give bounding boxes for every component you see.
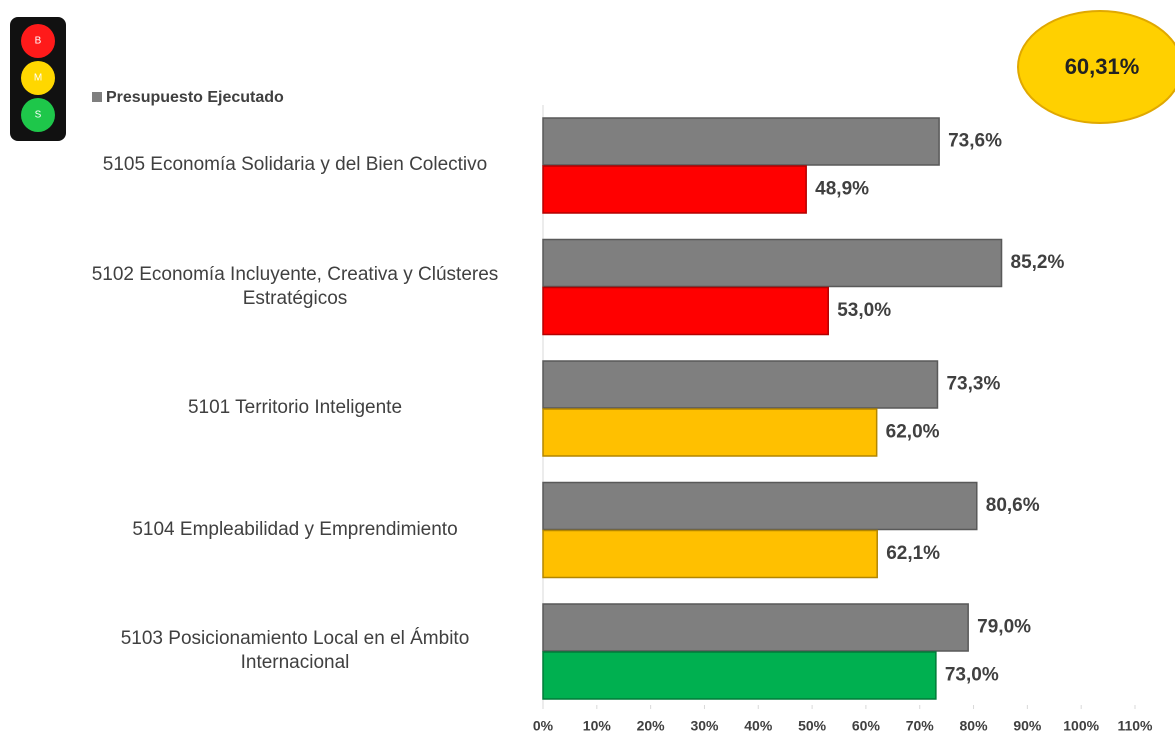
legend-label: Presupuesto Ejecutado bbox=[106, 89, 284, 106]
light-red bbox=[21, 24, 55, 58]
badge bbox=[1017, 10, 1175, 124]
x-tick-label: 110% bbox=[1117, 718, 1153, 734]
bar bbox=[542, 603, 969, 652]
value-label: 73,3% bbox=[946, 374, 1000, 395]
x-tick-label: 100% bbox=[1063, 718, 1099, 734]
y-tick-label: 5104 Empleabilidad y Emprendimiento bbox=[132, 518, 458, 540]
y-tick-label: 5103 Posicionamiento Local en el Ámbito … bbox=[120, 628, 470, 673]
y-tick-label: 5102 Economía Incluyente, Creativa y Clú… bbox=[91, 263, 499, 309]
y-tick-label: 5105 Economía Solidaria y del Bien Colec… bbox=[102, 154, 488, 175]
bar bbox=[542, 117, 940, 166]
x-tick-label: 10% bbox=[583, 718, 612, 734]
y-tick-label: 5101 Territorio Inteligente bbox=[187, 397, 403, 418]
value-label: 85,2% bbox=[1011, 252, 1065, 273]
bar bbox=[542, 238, 1003, 288]
light-label: S bbox=[35, 110, 42, 121]
value-label: 62,1% bbox=[886, 543, 940, 564]
value-label: 80,6% bbox=[986, 495, 1040, 516]
bar bbox=[542, 165, 807, 214]
light-label: M bbox=[34, 73, 42, 84]
legend-swatch bbox=[92, 92, 102, 102]
value-label: 73,0% bbox=[945, 665, 999, 686]
value-label: 62,0% bbox=[886, 422, 940, 443]
x-tick-label: 40% bbox=[744, 718, 773, 734]
bar bbox=[542, 360, 939, 409]
x-tick-label: 20% bbox=[637, 718, 666, 734]
x-tick-label: 0% bbox=[533, 718, 554, 734]
bar bbox=[542, 651, 937, 700]
x-tick-label: 50% bbox=[798, 718, 827, 734]
x-tick-label: 30% bbox=[690, 718, 719, 734]
value-label: 48,9% bbox=[815, 179, 869, 200]
value-label: 73,6% bbox=[948, 131, 1002, 152]
bar bbox=[542, 408, 878, 457]
x-tick-label: 70% bbox=[906, 718, 935, 734]
x-tick-label: 60% bbox=[852, 718, 881, 734]
light-green bbox=[21, 98, 55, 132]
badge-text: 60,31% bbox=[1065, 54, 1140, 79]
x-tick-label: 80% bbox=[960, 718, 989, 734]
bar bbox=[542, 481, 978, 531]
light-label: B bbox=[35, 36, 42, 47]
light-yellow bbox=[21, 61, 55, 95]
bar bbox=[542, 529, 878, 579]
bar bbox=[542, 286, 829, 336]
value-label: 79,0% bbox=[977, 617, 1031, 638]
x-tick-label: 90% bbox=[1013, 718, 1042, 734]
value-label: 53,0% bbox=[837, 300, 891, 321]
